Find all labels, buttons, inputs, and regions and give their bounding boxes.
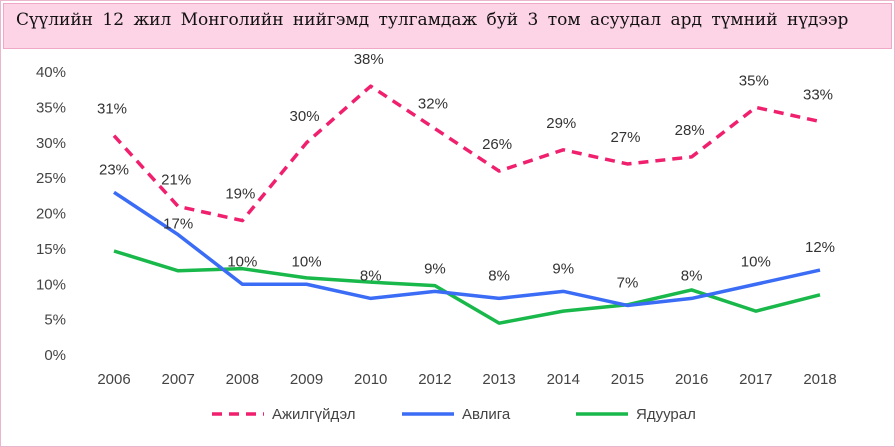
x-tick-label: 2016 <box>675 371 708 388</box>
data-label: 12% <box>805 239 835 256</box>
data-label: 21% <box>161 171 191 188</box>
data-label: 29% <box>546 115 576 132</box>
data-label: 8% <box>681 267 703 284</box>
y-tick-label: 0% <box>44 347 66 364</box>
legend-label: Ажилгүйдэл <box>272 406 356 423</box>
data-label: 9% <box>552 260 574 277</box>
y-tick-label: 40% <box>36 64 66 81</box>
x-tick-label: 2015 <box>611 371 644 388</box>
x-tick-label: 2017 <box>739 371 772 388</box>
x-tick-label: 2009 <box>290 371 323 388</box>
x-tick-label: 2014 <box>547 371 580 388</box>
data-label: 31% <box>97 101 127 118</box>
x-tick-label: 2010 <box>354 371 387 388</box>
data-label: 19% <box>225 186 255 203</box>
series-line-0 <box>112 84 821 223</box>
data-label: 10% <box>741 253 771 270</box>
data-label: 30% <box>290 108 320 125</box>
series-line-1 <box>113 190 821 308</box>
y-tick-label: 25% <box>36 170 66 187</box>
data-label: 7% <box>617 274 639 291</box>
data-label: 17% <box>163 216 193 233</box>
y-tick-label: 15% <box>36 241 66 258</box>
data-label: 9% <box>424 260 446 277</box>
data-label: 33% <box>803 87 833 104</box>
x-tick-label: 2007 <box>161 371 194 388</box>
x-tick-label: 2012 <box>418 371 451 388</box>
data-label: 28% <box>675 122 705 139</box>
y-tick-label: 30% <box>36 135 66 152</box>
data-label: 23% <box>99 161 129 178</box>
chart-title: Сүүлийн 12 жил Монголийн нийгэмд тулгамд… <box>16 10 849 30</box>
x-tick-label: 2013 <box>482 371 515 388</box>
data-label: 35% <box>739 72 769 89</box>
data-label: 32% <box>418 96 448 113</box>
title-banner: Сүүлийн 12 жил Монголийн нийгэмд тулгамд… <box>3 3 892 49</box>
data-label: 10% <box>292 253 322 270</box>
x-tick-label: 2008 <box>226 371 259 388</box>
y-tick-label: 35% <box>36 99 66 116</box>
data-label: 38% <box>354 51 384 68</box>
legend-label: Авлига <box>462 406 511 423</box>
x-tick-label: 2006 <box>97 371 130 388</box>
data-label: 8% <box>488 267 510 284</box>
series-line-2 <box>113 249 821 325</box>
data-label: 10% <box>227 253 257 270</box>
data-label: 8% <box>360 267 382 284</box>
data-label: 27% <box>610 129 640 146</box>
y-tick-label: 5% <box>44 312 66 329</box>
legend-label: Ядуурал <box>636 406 696 423</box>
data-label: 26% <box>482 136 512 153</box>
x-tick-label: 2018 <box>803 371 836 388</box>
y-tick-label: 20% <box>36 206 66 223</box>
y-tick-label: 10% <box>36 276 66 293</box>
